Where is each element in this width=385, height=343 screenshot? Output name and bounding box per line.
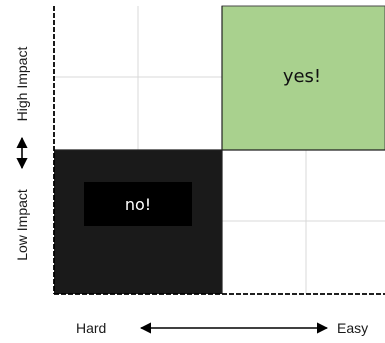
quadrant-high-impact-easy-label: yes!	[283, 66, 321, 87]
no-label-box	[84, 182, 192, 226]
quadrant-low-impact-hard-label: no!	[125, 195, 151, 214]
x-axis-left-label: Hard	[76, 320, 106, 336]
grid-lines	[54, 6, 385, 294]
x-axis-right-label: Easy	[337, 320, 368, 336]
y-axis-high-label: High Impact	[14, 47, 30, 122]
y-axis-low-label: Low Impact	[14, 189, 30, 261]
quadrant-high-impact-easy	[221, 5, 385, 151]
